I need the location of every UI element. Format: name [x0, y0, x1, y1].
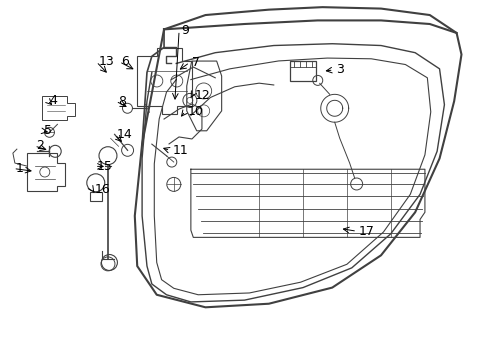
- Text: 12: 12: [194, 89, 210, 102]
- Text: 15: 15: [97, 160, 112, 173]
- Text: 17: 17: [358, 225, 374, 238]
- Text: 14: 14: [117, 128, 132, 141]
- Text: 5: 5: [43, 124, 52, 138]
- Text: 1: 1: [15, 162, 23, 175]
- Text: 6: 6: [121, 55, 129, 68]
- Text: 4: 4: [49, 94, 57, 107]
- Text: 13: 13: [98, 55, 114, 68]
- Text: 10: 10: [187, 105, 203, 118]
- Text: 11: 11: [172, 144, 188, 157]
- Text: 3: 3: [335, 63, 343, 76]
- Text: 9: 9: [181, 24, 188, 37]
- Text: 16: 16: [94, 183, 110, 196]
- Text: 8: 8: [118, 95, 125, 108]
- Text: 7: 7: [191, 56, 200, 69]
- Text: 2: 2: [36, 139, 44, 152]
